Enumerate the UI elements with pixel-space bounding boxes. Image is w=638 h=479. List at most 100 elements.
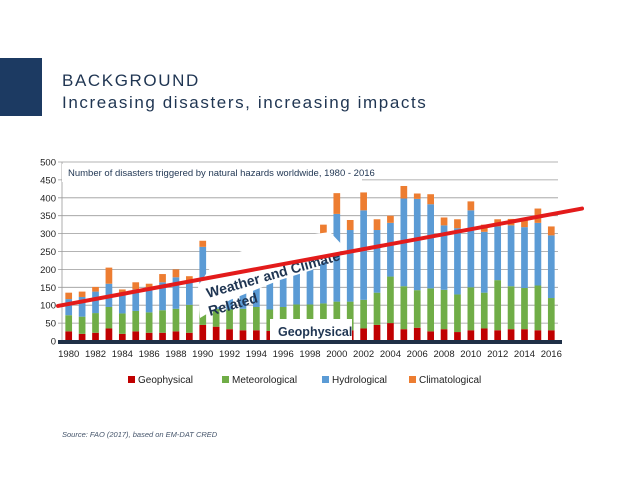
bar-geophysical-2009: [454, 332, 461, 341]
bar-geophysical-2012: [494, 330, 502, 341]
bar-geophysical-2003: [373, 324, 381, 341]
bar-climatological-1988: [172, 269, 180, 278]
bar-hydrological-1995: [266, 271, 274, 310]
bar-climatological-2010: [467, 201, 475, 211]
title-accent-block: [0, 58, 42, 116]
y-tick-label: 500: [40, 158, 56, 169]
slide-heading: BACKGROUND: [62, 71, 200, 90]
bar-geophysical-1988: [172, 331, 180, 341]
bar-geophysical-2013: [507, 329, 515, 341]
bar-climatological-2003: [373, 219, 381, 231]
y-tick-label: 0: [51, 337, 56, 348]
bar-meteorological-2007: [427, 288, 434, 332]
bar-geophysical-1994: [253, 330, 260, 341]
bar-geophysical-1982: [92, 332, 99, 341]
bar-meteorological-1986: [145, 312, 153, 333]
bar-meteorological-1998: [306, 304, 314, 331]
bar-geophysical-2006: [413, 327, 421, 341]
bar-climatological-2009: [454, 219, 461, 229]
bar-climatological-2006: [413, 193, 421, 199]
bar-climatological-2016: [547, 226, 555, 236]
bar-meteorological-2002: [360, 299, 367, 329]
legend-swatch-climatological: [409, 376, 416, 383]
bar-hydrological-2006: [413, 198, 421, 291]
bar-climatological-2005: [400, 185, 408, 199]
bar-climatological-1982: [92, 286, 99, 292]
bar-climatological-1984: [118, 289, 126, 294]
y-tick-label: 450: [40, 175, 56, 186]
bar-meteorological-2008: [440, 289, 448, 330]
y-tick-label: 200: [40, 265, 56, 276]
bar-hydrological-2007: [427, 204, 434, 289]
bar-hydrological-1990: [199, 246, 207, 286]
geophysical-label: Geophysical: [278, 325, 352, 339]
y-tick-label: 350: [40, 211, 56, 222]
bar-climatological-2004: [387, 215, 394, 223]
bar-hydrological-1987: [159, 282, 166, 311]
bar-geophysical-2015: [534, 330, 542, 341]
legend-label-hydrological: Hydrological: [332, 375, 387, 386]
bar-climatological-1981: [78, 291, 86, 297]
bar-hydrological-2016: [547, 235, 555, 299]
bar-climatological-1983: [105, 267, 113, 284]
bar-meteorological-2014: [521, 288, 528, 330]
bar-hydrological-2010: [467, 210, 475, 288]
bar-meteorological-2005: [400, 286, 408, 330]
bar-hydrological-1994: [253, 272, 260, 307]
y-tick-label: 400: [40, 193, 56, 204]
bar-meteorological-1983: [105, 306, 113, 329]
bar-climatological-1980: [65, 292, 73, 300]
x-tick-label: 1982: [85, 349, 106, 360]
bar-meteorological-1995: [266, 309, 274, 331]
bar-geophysical-1995: [266, 330, 274, 341]
bar-geophysical-2005: [400, 329, 408, 341]
bar-hydrological-2004: [387, 222, 394, 277]
x-tick-label: 2006: [407, 349, 428, 360]
chart-title-bg: [62, 164, 362, 182]
x-tick-label: 2004: [380, 349, 401, 360]
bar-climatological-2014: [521, 219, 528, 228]
x-tick-label: 2014: [514, 349, 535, 360]
y-tick-label: 100: [40, 301, 56, 312]
source-note: Source: FAO (2017), based on EM-DAT CRED: [62, 430, 218, 439]
bar-hydrological-2002: [360, 210, 367, 300]
x-tick-label: 2008: [433, 349, 454, 360]
legend-swatch-geophysical: [128, 376, 135, 383]
chart-title: Number of disasters triggered by natural…: [68, 168, 375, 179]
bar-geophysical-2011: [480, 328, 488, 341]
y-tick-label: 50: [45, 319, 56, 330]
bar-geophysical-2016: [547, 330, 555, 341]
slide-subheading: Increasing disasters, increasing impacts: [62, 93, 428, 112]
bar-meteorological-2011: [480, 292, 488, 329]
bar-meteorological-1982: [92, 313, 99, 333]
x-tick-label: 2016: [541, 349, 562, 360]
bar-geophysical-2010: [467, 330, 475, 341]
bar-hydrological-1980: [65, 299, 73, 316]
bar-climatological-2001: [346, 219, 354, 231]
y-tick-label: 250: [40, 247, 56, 258]
bar-hydrological-2012: [494, 226, 502, 281]
bar-geophysical-1987: [159, 332, 166, 341]
x-tick-label: 1990: [192, 349, 213, 360]
bar-climatological-1986: [145, 283, 153, 290]
bar-hydrological-2014: [521, 227, 528, 289]
geophysical-callout-bg: [270, 319, 352, 343]
bar-geophysical-1985: [132, 331, 140, 341]
bar-meteorological-1989: [186, 304, 193, 333]
bar-hydrological-1981: [78, 296, 86, 317]
x-tick-label: 2010: [460, 349, 481, 360]
bar-hydrological-1996: [279, 271, 287, 307]
bar-meteorological-1992: [226, 309, 233, 330]
bar-geophysical-2007: [427, 331, 434, 341]
legend: Geophysical Meteorological Hydrological Cli…: [128, 375, 481, 386]
legend-swatch-hydrological: [322, 376, 329, 383]
bar-meteorological-1984: [118, 313, 126, 334]
legend-label-meteorological: Meteorological: [232, 375, 297, 386]
bar-geophysical-1984: [118, 333, 126, 341]
x-tick-label: 1994: [246, 349, 267, 360]
bar-meteorological-1993: [239, 308, 247, 331]
weather-callout-bg: [198, 232, 345, 318]
bar-geophysical-1981: [78, 333, 86, 341]
bar-climatological-2008: [440, 217, 448, 226]
